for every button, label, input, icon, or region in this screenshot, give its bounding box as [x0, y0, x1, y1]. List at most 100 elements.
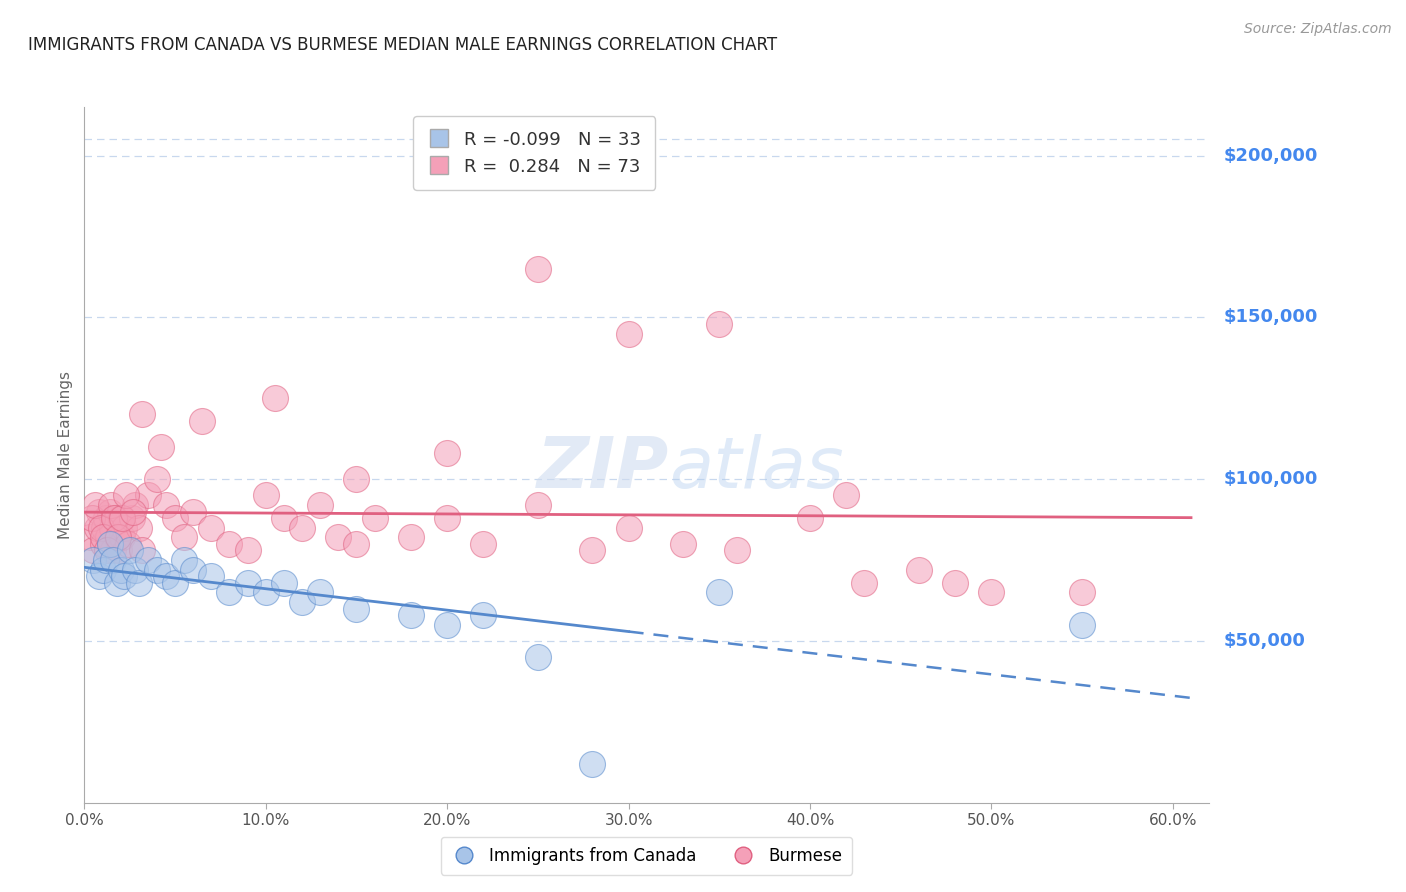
Point	[104, 511, 127, 525]
Point	[173, 553, 195, 567]
Point	[363, 511, 385, 525]
Point	[105, 531, 128, 545]
Point	[124, 498, 146, 512]
Point	[436, 617, 458, 632]
Point	[672, 537, 695, 551]
Point	[98, 504, 121, 518]
Point	[146, 563, 169, 577]
Text: IMMIGRANTS FROM CANADA VS BURMESE MEDIAN MALE EARNINGS CORRELATION CHART: IMMIGRANTS FROM CANADA VS BURMESE MEDIAN…	[28, 36, 778, 54]
Point	[82, 543, 104, 558]
Point	[118, 543, 141, 558]
Point	[273, 511, 295, 525]
Point	[617, 326, 640, 341]
Point	[94, 511, 117, 525]
Point	[309, 498, 332, 512]
Point	[128, 521, 150, 535]
Point	[346, 537, 368, 551]
Point	[111, 531, 134, 545]
Point	[165, 511, 187, 525]
Point	[91, 563, 114, 577]
Point	[107, 531, 129, 545]
Point	[155, 569, 177, 583]
Point	[291, 595, 314, 609]
Point	[93, 521, 115, 535]
Point	[79, 531, 101, 545]
Point	[908, 563, 931, 577]
Point	[835, 488, 858, 502]
Point	[527, 261, 550, 276]
Point	[93, 531, 115, 545]
Point	[218, 585, 240, 599]
Text: $50,000: $50,000	[1223, 632, 1305, 650]
Point	[124, 563, 146, 577]
Point	[1071, 585, 1094, 599]
Point	[110, 563, 132, 577]
Point	[131, 543, 153, 558]
Legend: R = -0.099   N = 33, R =  0.284   N = 73: R = -0.099 N = 33, R = 0.284 N = 73	[413, 116, 655, 190]
Point	[617, 521, 640, 535]
Point	[105, 575, 128, 590]
Point	[122, 504, 145, 518]
Point	[309, 585, 332, 599]
Point	[94, 553, 117, 567]
Point	[399, 531, 422, 545]
Text: Source: ZipAtlas.com: Source: ZipAtlas.com	[1244, 22, 1392, 37]
Text: ZIP: ZIP	[537, 434, 669, 503]
Text: $200,000: $200,000	[1223, 146, 1317, 165]
Point	[82, 553, 104, 567]
Point	[103, 553, 125, 567]
Point	[273, 575, 295, 590]
Point	[581, 543, 603, 558]
Point	[980, 585, 1002, 599]
Point	[121, 511, 143, 525]
Point	[254, 488, 277, 502]
Point	[110, 511, 132, 525]
Point	[112, 521, 135, 535]
Point	[103, 511, 125, 525]
Point	[98, 537, 121, 551]
Point	[191, 414, 214, 428]
Point	[853, 575, 876, 590]
Point	[436, 511, 458, 525]
Point	[527, 650, 550, 665]
Point	[100, 521, 122, 535]
Point	[709, 317, 731, 331]
Point	[136, 553, 159, 567]
Point	[943, 575, 966, 590]
Point	[709, 585, 731, 599]
Point	[727, 543, 749, 558]
Legend: Immigrants from Canada, Burmese: Immigrants from Canada, Burmese	[441, 837, 852, 875]
Point	[254, 585, 277, 599]
Point	[799, 511, 821, 525]
Point	[263, 392, 285, 406]
Point	[200, 569, 222, 583]
Point	[87, 569, 110, 583]
Point	[115, 488, 138, 502]
Point	[149, 440, 172, 454]
Text: $100,000: $100,000	[1223, 470, 1317, 488]
Text: atlas: atlas	[669, 434, 844, 503]
Point	[581, 756, 603, 771]
Point	[472, 608, 495, 623]
Point	[90, 521, 112, 535]
Y-axis label: Median Male Earnings: Median Male Earnings	[58, 371, 73, 539]
Point	[181, 504, 204, 518]
Point	[80, 511, 103, 525]
Point	[136, 488, 159, 502]
Point	[84, 498, 107, 512]
Point	[91, 537, 114, 551]
Point	[131, 408, 153, 422]
Point	[155, 498, 177, 512]
Point	[86, 521, 108, 535]
Point	[218, 537, 240, 551]
Point	[236, 543, 259, 558]
Point	[112, 569, 135, 583]
Point	[328, 531, 350, 545]
Point	[436, 446, 458, 460]
Point	[200, 521, 222, 535]
Point	[100, 498, 122, 512]
Point	[108, 543, 131, 558]
Point	[173, 531, 195, 545]
Point	[96, 543, 118, 558]
Point	[291, 521, 314, 535]
